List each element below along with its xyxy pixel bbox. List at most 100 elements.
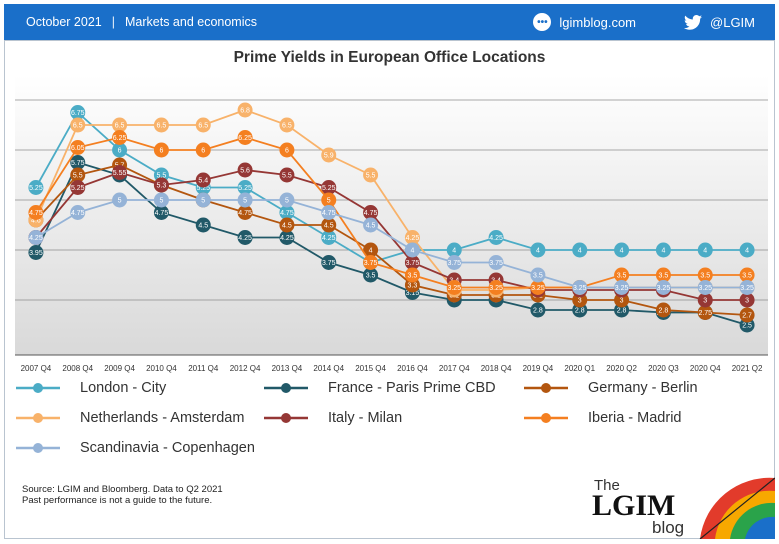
data-label: 5.4 xyxy=(198,178,208,185)
data-point xyxy=(279,205,295,220)
data-label: 6.8 xyxy=(240,108,250,115)
legend-swatch xyxy=(524,383,568,393)
data-point xyxy=(279,142,295,158)
data-point xyxy=(70,167,86,183)
data-label: 6.75 xyxy=(71,110,85,117)
data-point xyxy=(321,255,337,270)
x-tick-label: 2009 Q4 xyxy=(104,364,135,373)
data-label: 5 xyxy=(201,198,205,205)
data-label: 3.75 xyxy=(322,260,336,267)
data-point xyxy=(195,172,211,188)
twitter-handle[interactable]: @LGIM xyxy=(710,14,755,30)
data-label: 2.8 xyxy=(617,308,627,315)
data-label: 4.25 xyxy=(280,235,294,242)
data-label: 6.25 xyxy=(113,135,127,142)
data-label: 5.25 xyxy=(196,185,210,192)
data-point xyxy=(572,242,588,258)
data-label: 3.5 xyxy=(659,273,669,280)
data-label: 3.75 xyxy=(406,260,420,267)
data-point xyxy=(70,105,86,120)
x-tick-label: 2013 Q4 xyxy=(272,364,303,373)
data-point xyxy=(655,280,671,295)
data-label: 5.5 xyxy=(157,173,167,180)
data-point xyxy=(321,147,337,163)
legend-label: Scandinavia - Copenhagen xyxy=(80,440,255,456)
data-label: 2.7 xyxy=(742,313,752,320)
data-label: 4 xyxy=(410,248,414,255)
data-point xyxy=(446,242,462,258)
legend-swatch xyxy=(524,413,568,423)
data-point xyxy=(237,205,253,220)
data-label: 3.75 xyxy=(489,260,503,267)
data-point xyxy=(70,180,86,195)
legend-item: France - Paris Prime CBD xyxy=(264,380,496,396)
legend-item: Iberia - Madrid xyxy=(524,410,681,426)
data-point xyxy=(697,280,713,295)
x-tick-label: 2015 Q4 xyxy=(355,364,386,373)
data-label: 4.5 xyxy=(198,223,208,230)
x-tick-label: 2020 Q2 xyxy=(606,364,637,373)
data-point xyxy=(530,242,546,258)
data-label: 4.5 xyxy=(366,223,376,230)
legend-label: Italy - Milan xyxy=(328,410,403,426)
data-label: 6.5 xyxy=(157,123,167,130)
data-label: 6.5 xyxy=(115,123,125,130)
data-point xyxy=(404,230,420,245)
data-label: 3.25 xyxy=(531,285,545,292)
data-point xyxy=(70,205,86,220)
data-point xyxy=(655,242,671,258)
data-label: 3.3 xyxy=(408,283,418,290)
data-point xyxy=(363,267,379,283)
blog-icon: ••• xyxy=(533,13,552,31)
data-point xyxy=(195,117,211,133)
umbrella-icon xyxy=(699,477,776,540)
data-point xyxy=(153,117,169,133)
logo-blog: blog xyxy=(652,518,684,537)
data-point xyxy=(70,155,86,170)
data-point xyxy=(614,280,630,295)
x-tick-label: 2018 Q4 xyxy=(481,364,512,373)
data-point xyxy=(237,192,253,208)
data-label: 4.75 xyxy=(29,210,43,217)
data-point xyxy=(363,217,379,233)
data-point xyxy=(614,267,630,283)
data-label: 3 xyxy=(703,298,707,305)
data-point xyxy=(697,292,713,308)
data-point xyxy=(28,230,44,245)
data-label: 5.25 xyxy=(71,185,85,192)
data-point xyxy=(488,255,504,270)
data-label: 5.9 xyxy=(324,153,334,160)
header-bar: October 2021 | Markets and economics •••… xyxy=(4,4,775,40)
data-label: 4.25 xyxy=(29,235,43,242)
data-point xyxy=(363,205,379,220)
data-label: 5 xyxy=(243,198,247,205)
legend-label: France - Paris Prime CBD xyxy=(328,380,496,396)
data-label: 4 xyxy=(536,248,540,255)
source-note: Source: LGIM and Bloomberg. Data to Q2 2… xyxy=(22,484,223,495)
data-label: 3.75 xyxy=(447,260,461,267)
x-tick-label: 2020 Q3 xyxy=(648,364,679,373)
data-label: 3.25 xyxy=(657,285,671,292)
data-label: 4.25 xyxy=(489,235,503,242)
legend-label: London - City xyxy=(80,380,167,396)
data-point xyxy=(279,117,295,133)
legend-item: Italy - Milan xyxy=(264,410,402,426)
header-section[interactable]: Markets and economics xyxy=(125,15,258,29)
data-label: 4.25 xyxy=(406,235,420,242)
data-label: 4.75 xyxy=(71,210,85,217)
series-6: 4.25 4.75 5 5 5 5 5 4.75 4.5 4 3.75 3.75 3.5 3.25 3.25… xyxy=(28,192,755,295)
data-point xyxy=(739,307,755,323)
data-label: 3.95 xyxy=(29,250,43,257)
data-point xyxy=(739,242,755,258)
chart-legend: London - City France - Paris Prime CBD Ger… xyxy=(16,380,768,476)
legend-item: Scandinavia - Copenhagen xyxy=(16,440,255,456)
data-label: 4.25 xyxy=(322,235,336,242)
data-label: 6.5 xyxy=(198,123,208,130)
data-point xyxy=(153,192,169,208)
data-label: 3.5 xyxy=(700,273,710,280)
data-label: 4 xyxy=(578,248,582,255)
legend-swatch xyxy=(264,383,308,393)
legend-swatch xyxy=(16,443,60,453)
blog-link[interactable]: lgimblog.com xyxy=(559,14,637,30)
data-label: 6.05 xyxy=(71,145,85,152)
